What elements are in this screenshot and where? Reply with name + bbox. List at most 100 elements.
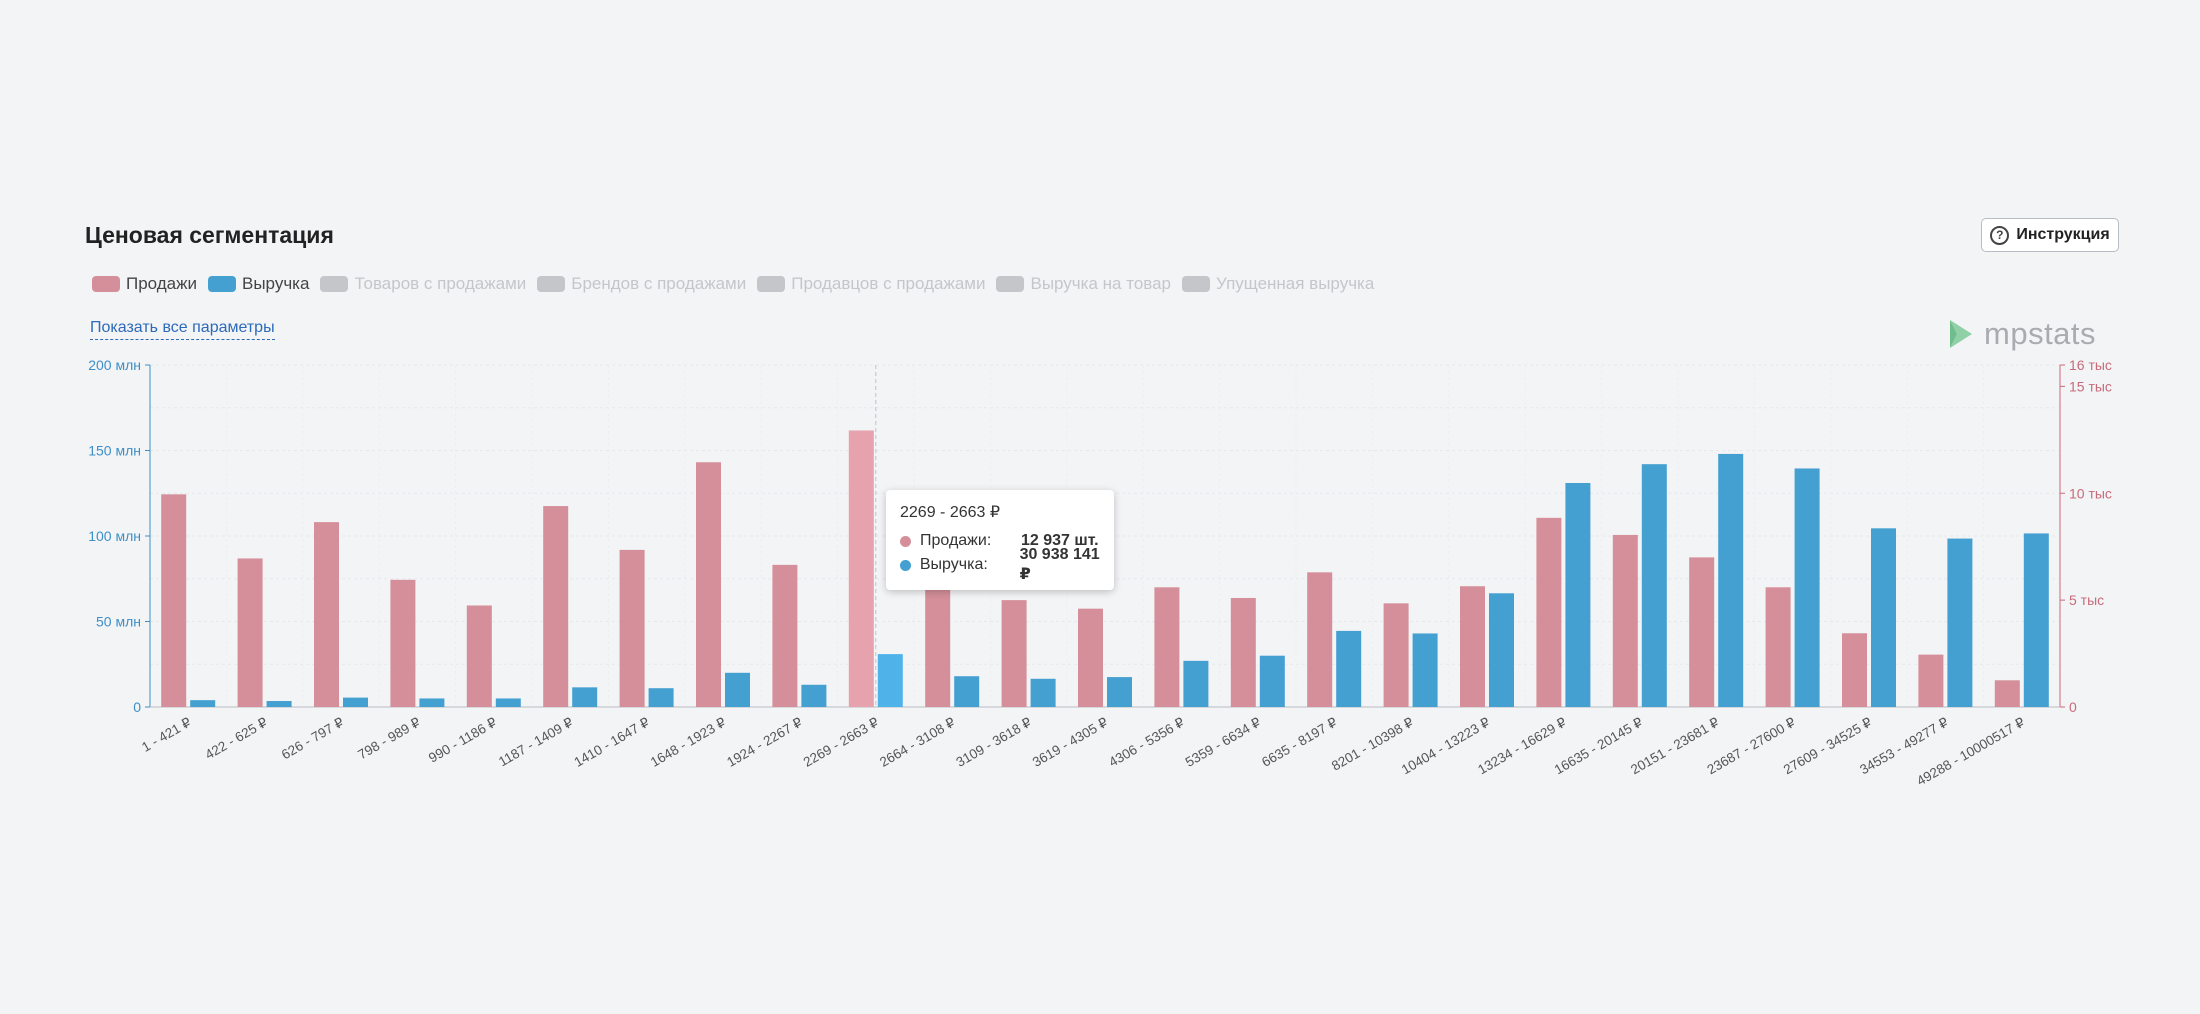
- sales-bar: [772, 564, 798, 707]
- sales-bar: [543, 506, 569, 707]
- revenue-bar: [1412, 633, 1438, 707]
- legend-swatch: [320, 276, 349, 292]
- legend-swatch: [996, 276, 1025, 292]
- revenue-bar: [266, 701, 292, 707]
- sales-bar: [1078, 608, 1103, 707]
- sales-bar: [1612, 534, 1638, 707]
- legend-item[interactable]: Продавцов с продажами: [757, 274, 985, 294]
- x-axis-category-label: 2664 - 3108 ₽: [877, 714, 958, 769]
- revenue-bar: [1030, 678, 1056, 707]
- revenue-bar: [1718, 453, 1744, 707]
- sales-bar: [1842, 633, 1867, 707]
- x-axis-category-label: 4306 - 5356 ₽: [1106, 714, 1187, 769]
- x-axis-category-label: 1187 - 1409 ₽: [496, 714, 576, 769]
- revenue-bar: [1336, 630, 1362, 707]
- revenue-bar: [190, 700, 216, 707]
- question-icon: ?: [1990, 225, 2010, 245]
- revenue-bar: [1947, 538, 1973, 707]
- right-axis-tick-label: 16 тыс: [2069, 357, 2112, 373]
- revenue-bar: [725, 672, 750, 707]
- legend-item[interactable]: Товаров с продажами: [320, 274, 526, 294]
- revenue-bar: [1565, 482, 1591, 707]
- legend-label: Брендов с продажами: [571, 274, 747, 293]
- x-axis-category-label: 1648 - 1923 ₽: [648, 714, 729, 769]
- legend-item[interactable]: Выручка: [208, 274, 309, 294]
- chart-legend: Продажи Выручка Товаров с продажами Брендов…: [92, 274, 1385, 294]
- legend-swatch: [757, 276, 786, 292]
- right-axis-tick-label: 10 тыс: [2069, 485, 2112, 501]
- x-axis-category-label: 626 - 797 ₽: [279, 714, 347, 762]
- sales-bar: [1230, 597, 1256, 707]
- mpstats-logo-icon: [1950, 320, 1972, 348]
- legend-label: Выручка на товар: [1030, 274, 1172, 293]
- revenue-bar: [572, 687, 598, 707]
- page-title: Ценовая сегментация: [85, 222, 334, 248]
- legend-item[interactable]: Продажи: [92, 274, 197, 294]
- x-axis-category-label: 1 - 421 ₽: [139, 714, 194, 754]
- x-axis-category-label: 6635 - 8197 ₽: [1259, 714, 1340, 769]
- left-axis-tick-label: 100 млн: [88, 528, 141, 544]
- revenue-bar: [2023, 533, 2049, 707]
- x-axis-category-label: 798 - 989 ₽: [355, 714, 423, 762]
- revenue-bar: [1871, 528, 1896, 707]
- x-axis-category-label: 5359 - 6634 ₽: [1183, 714, 1264, 769]
- legend-label: Упущенная выручка: [1216, 274, 1375, 293]
- sales-bar: [619, 549, 645, 707]
- sales-bar: [390, 579, 416, 707]
- tooltip-revenue-label: Выручка:: [919, 556, 988, 573]
- sales-bar: [1383, 603, 1409, 707]
- sales-bar: [1994, 680, 2020, 707]
- tooltip-title: 2269 - 2663 ₽: [900, 504, 1001, 521]
- legend-swatch: [208, 276, 236, 292]
- revenue-bar: [1489, 593, 1514, 707]
- right-axis-tick-label: 5 тыс: [2069, 592, 2104, 608]
- legend-swatch: [537, 276, 566, 292]
- sales-bar: [1918, 654, 1944, 707]
- revenue-bar: [495, 698, 521, 707]
- legend-label: Продавцов с продажами: [791, 274, 986, 293]
- instruction-button[interactable]: ? Инструкция: [1981, 218, 2119, 252]
- revenue-bar: [1259, 655, 1285, 707]
- revenue-bar: [343, 697, 368, 707]
- tooltip-sales-value: 12 937 шт.: [1021, 532, 1099, 549]
- x-axis-category-label: 422 - 625 ₽: [203, 714, 271, 762]
- sales-bar: [1765, 587, 1791, 707]
- legend-item[interactable]: Упущенная выручка: [1182, 274, 1374, 294]
- sales-bar: [237, 558, 263, 707]
- tooltip-row-revenue: Выручка: 30 938 141 ₽: [900, 546, 1114, 583]
- revenue-bar: [954, 676, 980, 707]
- legend-label: Товаров с продажами: [354, 274, 527, 293]
- revenue-bar: [877, 654, 903, 707]
- legend-label: Продажи: [126, 274, 197, 293]
- tooltip-sales-label: Продажи:: [920, 532, 992, 549]
- instruction-label: Инструкция: [2016, 226, 2110, 243]
- revenue-bar: [419, 698, 445, 707]
- show-all-parameters-link[interactable]: Показать все параметры: [90, 319, 275, 340]
- right-axis-tick-label: 0: [2069, 699, 2077, 715]
- tooltip-revenue-value: 30 938 141 ₽: [1019, 546, 1100, 583]
- sales-bar: [1460, 586, 1485, 707]
- sales-dot-icon: [900, 535, 911, 547]
- legend-item[interactable]: Выручка на товар: [996, 274, 1171, 294]
- sales-bar: [925, 586, 951, 707]
- sales-bar: [1154, 587, 1180, 707]
- legend-label: Выручка: [242, 274, 310, 293]
- sales-bar: [314, 522, 339, 707]
- x-axis-category-label: 2269 - 2663 ₽: [801, 714, 882, 769]
- sales-bar: [848, 430, 874, 707]
- legend-item[interactable]: Брендов с продажами: [537, 274, 746, 294]
- logo-text: mpstats: [1984, 316, 2097, 351]
- mpstats-logo: mpstats: [1948, 316, 2096, 352]
- revenue-bar: [1794, 468, 1820, 707]
- legend-swatch: [1182, 276, 1211, 292]
- revenue-bar: [1183, 660, 1209, 707]
- x-axis-category-label: 990 - 1186 ₽: [426, 714, 500, 765]
- x-axis-category-label: 3619 - 4305 ₽: [1030, 714, 1111, 769]
- sales-bar: [1689, 557, 1715, 707]
- tooltip-row-sales: Продажи: 12 937 шт.: [900, 529, 1114, 553]
- revenue-bar: [648, 688, 674, 707]
- sales-bar: [466, 605, 492, 707]
- sales-bar: [1307, 572, 1333, 707]
- chart-tooltip: 2269 - 2663 ₽ Продажи: 12 937 шт. Выручк…: [886, 490, 1114, 590]
- left-axis-tick-label: 150 млн: [88, 443, 141, 459]
